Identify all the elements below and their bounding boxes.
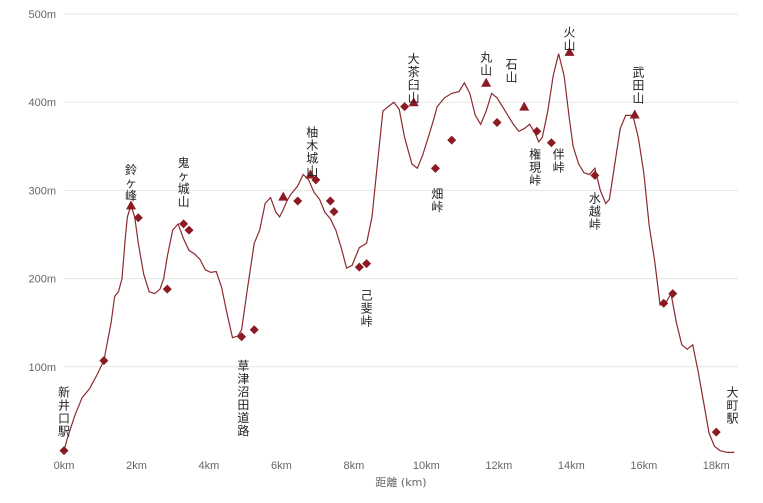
waypoint-marker [362,259,372,269]
waypoint-label: 伴峠 [553,147,565,174]
waypoint-marker [447,135,457,145]
x-tick-label: 10km [413,460,440,472]
waypoint-marker [532,126,542,136]
x-axis-title: 距離 (km) [375,475,426,489]
waypoint-marker [668,289,678,299]
waypoint-label: 水越峠 [589,191,601,231]
waypoint-marker [354,262,364,272]
x-tick-label: 16km [630,460,657,472]
y-tick-label: 500m [28,9,56,21]
x-tick-label: 18km [703,460,730,472]
waypoint-marker [179,219,189,229]
waypoint-marker [249,325,259,335]
waypoint-marker [711,427,721,437]
waypoint-marker [590,170,600,180]
peak-marker [305,169,316,179]
waypoint-marker [184,225,194,235]
peak-marker [408,97,419,107]
waypoint-label: 火山 [563,26,575,53]
peak-marker [278,191,289,201]
x-tick-label: 4km [199,460,220,472]
waypoint-label: 石山 [506,57,518,84]
peak-marker [519,101,530,111]
peak-marker [629,109,640,119]
peak-marker [481,77,492,87]
x-tick-label: 0km [54,460,75,472]
y-tick-label: 300m [28,185,56,197]
waypoint-marker [430,163,440,173]
waypoint-marker [293,196,303,206]
waypoint-label: 鈴ヶ峰 [125,162,137,203]
waypoint-marker [325,196,335,206]
x-axis-tick-labels: 0km 2km 4km 6km 8km 10km 12km 14km 16km 18km [54,460,730,472]
waypoint-label: 丸山 [480,50,492,77]
waypoint-label: 鬼ヶ城山 [178,155,190,209]
waypoint-label: 畑峠 [431,187,443,214]
y-tick-label: 200m [28,274,56,286]
waypoint-markers [59,46,721,456]
y-tick-label: 100m [28,362,56,374]
waypoint-marker [237,332,247,342]
x-tick-label: 8km [344,460,365,472]
y-tick-label: 400m [28,97,56,109]
grid-lines [64,13,738,368]
x-tick-label: 14km [558,460,585,472]
waypoint-label: 武田山 [632,65,644,105]
peak-marker [126,200,137,210]
waypoint-marker [659,298,669,308]
waypoint-label: 己斐峠 [361,288,373,328]
waypoint-marker [133,213,143,223]
waypoint-label: 権現峠 [529,146,541,187]
waypoint-marker [99,356,109,366]
waypoint-marker [546,138,556,148]
waypoint-marker [329,207,339,217]
waypoint-label: 草津沼田道路 [237,359,249,438]
x-tick-label: 2km [126,460,147,472]
waypoint-marker [162,284,172,294]
y-axis-tick-labels: 100m 200m 300m 400m 500m [28,9,56,374]
waypoint-label: 柚木城山 [306,124,318,178]
waypoint-label: 大町駅 [727,385,739,425]
elevation-profile-line [63,53,735,453]
waypoint-marker [59,446,69,456]
waypoint-marker [492,117,502,127]
peak-marker [564,46,575,56]
waypoint-label: 大茶臼山 [408,52,420,105]
waypoint-marker [400,102,410,112]
waypoint-marker [311,175,321,185]
x-tick-label: 12km [485,460,512,472]
x-tick-label: 6km [271,460,292,472]
waypoint-label: 新井口駅 [58,384,70,438]
